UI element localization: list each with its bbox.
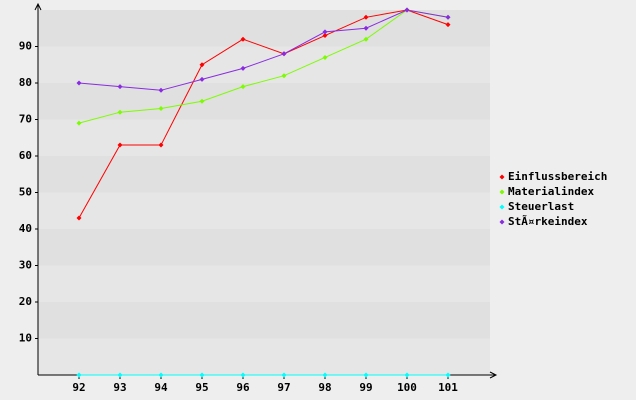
point <box>76 120 82 126</box>
grid-band <box>38 265 490 302</box>
grid-band <box>38 229 490 266</box>
y-tick-label: 40 <box>19 222 32 235</box>
point <box>158 106 164 112</box>
legend-label: Steuerlast <box>508 200 574 213</box>
point <box>322 54 328 60</box>
point <box>281 73 287 79</box>
y-axis-arrow <box>34 2 42 11</box>
y-tick-label: 60 <box>19 149 32 162</box>
grid-band <box>38 10 490 47</box>
y-tick-label: 20 <box>19 295 32 308</box>
point <box>158 372 164 378</box>
point <box>158 87 164 93</box>
point <box>76 215 82 221</box>
point <box>322 33 328 39</box>
legend-label: Einflussbereich <box>508 170 607 183</box>
point <box>322 372 328 378</box>
point <box>199 372 205 378</box>
point <box>117 372 123 378</box>
y-tick-label: 50 <box>19 186 32 199</box>
x-tick-label: 98 <box>318 381 331 394</box>
point <box>281 372 287 378</box>
point <box>281 51 287 57</box>
point <box>199 76 205 82</box>
point <box>445 14 451 20</box>
x-tick-label: 92 <box>72 381 85 394</box>
x-tick-label: 93 <box>113 381 126 394</box>
point <box>404 7 410 13</box>
x-tick-label: 96 <box>236 381 250 394</box>
point <box>199 62 205 68</box>
y-tick-label: 70 <box>19 113 32 126</box>
point <box>322 29 328 35</box>
y-tick-label: 10 <box>19 332 32 345</box>
point <box>117 84 123 90</box>
grid-band <box>38 83 490 120</box>
point <box>117 142 123 148</box>
x-tick-label: 101 <box>438 381 458 394</box>
x-tick-label: 100 <box>397 381 417 394</box>
point <box>404 372 410 378</box>
series-line <box>78 9 449 124</box>
legend-marker <box>499 219 505 225</box>
point <box>240 65 246 71</box>
grid-band <box>38 302 490 339</box>
series-line <box>78 9 449 91</box>
grid-band <box>38 46 490 83</box>
x-tick-label: 97 <box>277 381 290 394</box>
point <box>76 372 82 378</box>
y-tick-label: 90 <box>19 40 32 53</box>
x-tick-label: 94 <box>154 381 168 394</box>
series-line <box>78 9 449 219</box>
point <box>76 80 82 86</box>
grid-band <box>38 192 490 229</box>
point <box>445 22 451 28</box>
point <box>445 372 451 378</box>
point <box>363 25 369 31</box>
point <box>363 36 369 42</box>
point <box>240 84 246 90</box>
point <box>117 109 123 115</box>
point <box>158 142 164 148</box>
legend-marker <box>499 189 505 195</box>
point <box>363 14 369 20</box>
legend-marker <box>499 204 505 210</box>
grid-band <box>38 338 490 375</box>
y-tick-label: 30 <box>19 259 32 272</box>
point <box>240 36 246 42</box>
point <box>363 372 369 378</box>
point <box>199 98 205 104</box>
point <box>240 372 246 378</box>
x-tick-label: 99 <box>359 381 372 394</box>
grid-band <box>38 156 490 193</box>
grid-band <box>38 119 490 156</box>
x-tick-label: 95 <box>195 381 208 394</box>
legend-marker <box>499 174 505 180</box>
y-tick-label: 80 <box>19 76 32 89</box>
x-axis-arrow <box>489 371 498 379</box>
legend-label: StÃ¤rkeindex <box>508 215 588 228</box>
legend-label: Materialindex <box>508 185 594 198</box>
